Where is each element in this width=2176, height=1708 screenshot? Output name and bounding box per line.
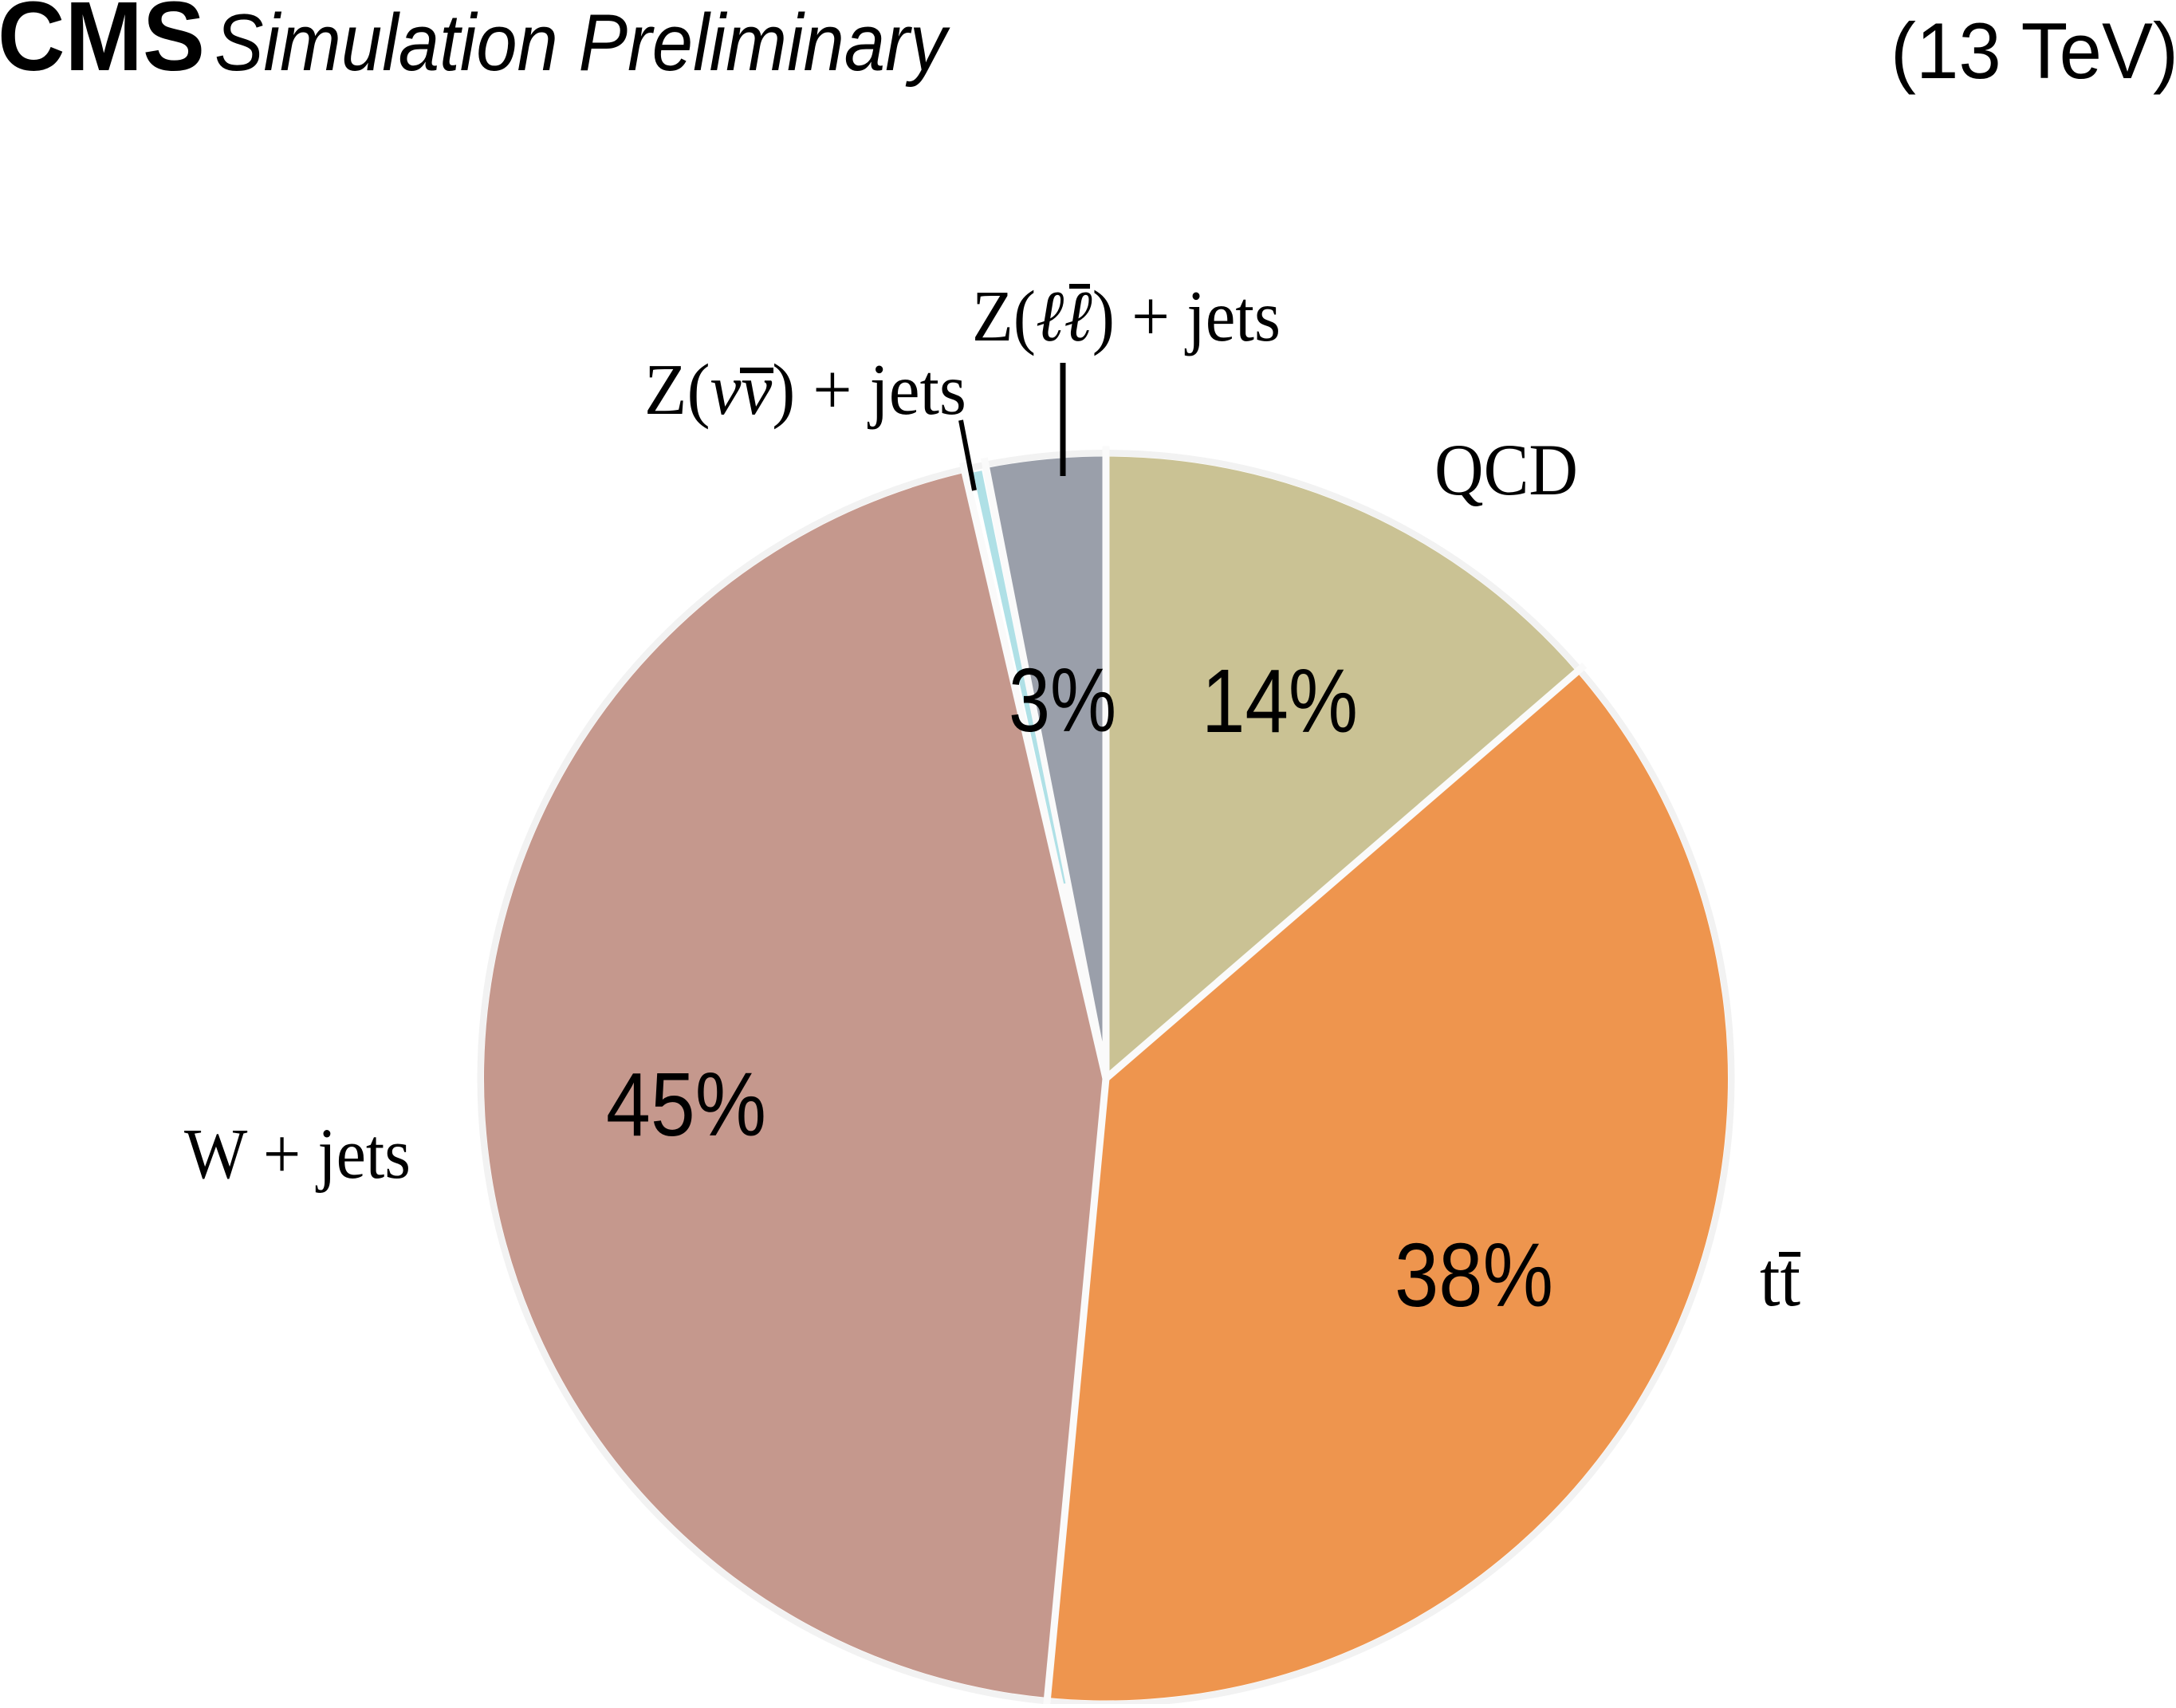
svg-text:Z(νν) + jets: Z(νν) + jets [644, 349, 966, 430]
svg-text:14%: 14% [1202, 651, 1358, 751]
svg-text:3%: 3% [1009, 650, 1116, 750]
svg-text:Z(ℓℓ) + jets: Z(ℓℓ) + jets [972, 276, 1281, 356]
svg-text:45%: 45% [606, 1054, 766, 1155]
svg-text:CMS: CMS [0, 0, 205, 92]
svg-text:tt: tt [1760, 1237, 1800, 1323]
svg-text:(13 TeV): (13 TeV) [1891, 6, 2176, 95]
svg-text:W + jets: W + jets [184, 1115, 411, 1194]
svg-text:Simulation Preliminary: Simulation Preliminary [214, 0, 950, 88]
svg-text:QCD: QCD [1434, 429, 1578, 510]
svg-text:38%: 38% [1395, 1225, 1553, 1325]
